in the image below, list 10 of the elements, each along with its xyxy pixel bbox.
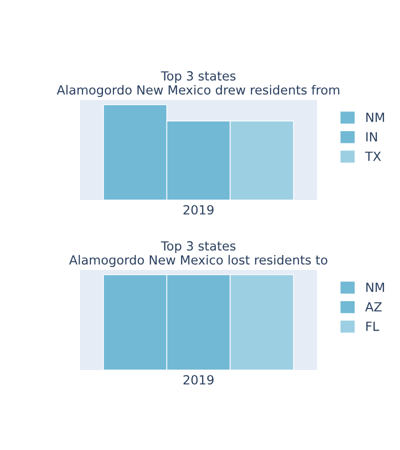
x-tick-label: 2019 — [184, 375, 214, 385]
chart-title: Top 3 states Alamogordo New Mexico drew residents from — [56, 71, 340, 98]
text: FL — [366, 322, 380, 331]
legend-label: NM — [366, 112, 384, 122]
x-tick-label: 2019 — [184, 205, 214, 215]
text: AZ — [365, 302, 382, 312]
legend-label: TX — [365, 152, 381, 161]
text: NM — [366, 282, 384, 292]
chart-title: Top 3 states Alamogordo New Mexico lost residents to — [69, 241, 328, 268]
legend-label: IN — [366, 132, 377, 142]
